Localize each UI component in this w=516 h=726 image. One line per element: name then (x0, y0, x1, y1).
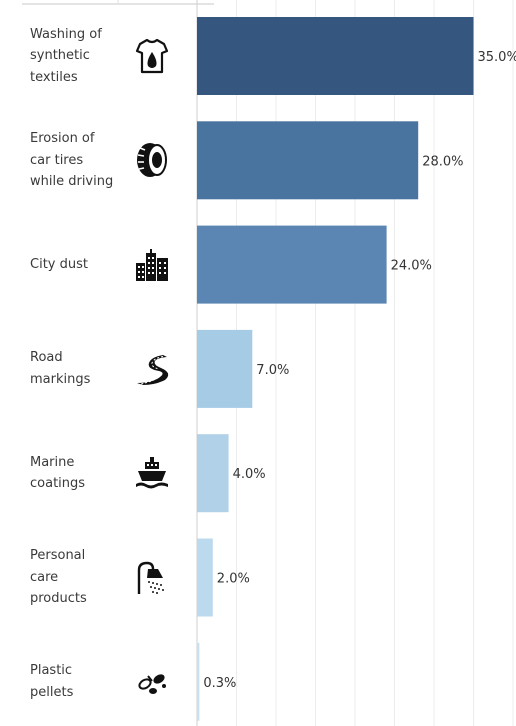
bar-value-label: 7.0% (256, 363, 289, 378)
bar-value-label: 2.0% (217, 572, 250, 587)
category-label: Washing of synthetic textiles (30, 24, 130, 89)
category-label-line: Plastic (30, 663, 73, 679)
category-label: Personal care products (30, 545, 130, 610)
bar-value-label: 0.3% (203, 676, 236, 691)
category-label-line: City dust (30, 256, 88, 272)
category-label-line: pellets (30, 684, 74, 700)
bar-value-label: 24.0% (391, 259, 432, 274)
bar[interactable] (197, 121, 419, 200)
tire-icon (133, 140, 171, 180)
category-label-line: Personal (30, 548, 86, 564)
city-buildings-icon (133, 245, 171, 285)
bar[interactable] (197, 642, 200, 721)
category-label-line: synthetic (30, 48, 90, 64)
bar[interactable] (197, 225, 387, 304)
category-label: Marine coatings (30, 452, 130, 495)
ship-icon (133, 453, 171, 493)
bar[interactable] (197, 434, 229, 513)
category-label-line: Erosion of (30, 131, 95, 147)
road-icon (133, 349, 171, 389)
bar-value-label: 4.0% (233, 467, 266, 482)
shower-icon (133, 558, 171, 598)
pellets-icon (133, 662, 171, 702)
category-label-line: while driving (30, 174, 114, 190)
category-label-line: Marine (30, 454, 75, 470)
category-label-line: Washing of (30, 26, 102, 42)
category-label: Erosion of car tires while driving (30, 128, 130, 193)
bar[interactable] (197, 17, 474, 95)
bar-value-label: 28.0% (422, 154, 463, 169)
category-label-line: products (30, 591, 87, 607)
category-label: Plastic pellets (30, 660, 130, 703)
category-label-line: coatings (30, 476, 86, 492)
category-label-line: Road (30, 350, 63, 366)
category-label: City dust (30, 254, 130, 276)
bar-value-label: 35.0% (478, 50, 516, 65)
bar[interactable] (197, 538, 213, 617)
category-label-line: car tires (30, 152, 84, 168)
category-label-line: care (30, 569, 59, 585)
category-label-line: textiles (30, 69, 78, 85)
bar[interactable] (197, 329, 253, 408)
category-label: Road markings (30, 347, 130, 390)
tshirt-icon (133, 36, 171, 76)
category-label-line: markings (30, 371, 91, 387)
